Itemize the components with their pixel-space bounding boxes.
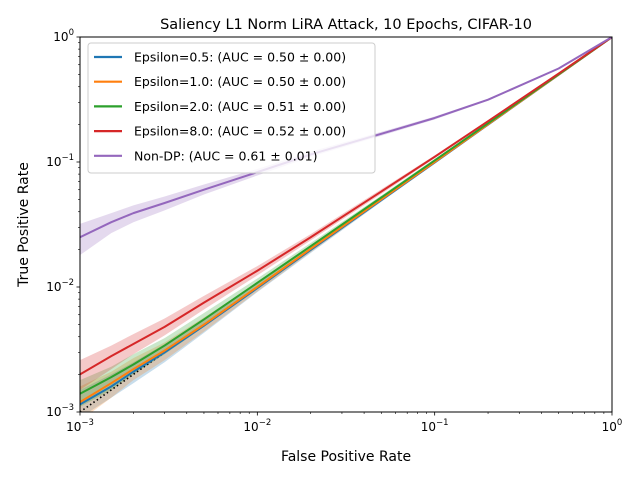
y-tick-label-3: 10−1	[46, 153, 74, 169]
series-line-3	[80, 37, 612, 395]
x-tick-label-2: 10−2	[243, 418, 271, 434]
x-tick-label-4: 100	[602, 418, 623, 434]
legend-entry-1: Epsilon=0.5: (AUC = 0.50 ± 0.00)	[134, 50, 346, 65]
x-tick-label-3: 10−1	[421, 418, 449, 434]
legend-entry-3: Epsilon=2.0: (AUC = 0.51 ± 0.00)	[134, 99, 346, 114]
x-axis-label: False Positive Rate	[281, 449, 411, 465]
plot-frame	[79, 36, 613, 413]
y-tick-label-1: 10−3	[46, 403, 74, 419]
legend-entry-5: Non-DP: (AUC = 0.61 ± 0.01)	[134, 148, 317, 163]
legend-entry-2: Epsilon=1.0: (AUC = 0.50 ± 0.00)	[134, 74, 346, 89]
legend-box	[87, 42, 376, 174]
y-tick-label-4: 100	[53, 28, 74, 44]
legend-entry-4: Epsilon=8.0: (AUC = 0.52 ± 0.00)	[134, 124, 346, 139]
legend: Epsilon=0.5: (AUC = 0.50 ± 0.00) Epsilon=…	[87, 42, 376, 174]
y-tick-label-2: 10−2	[46, 278, 74, 294]
y-axis-label: True Positive Rate	[16, 162, 32, 288]
chart-title: Saliency L1 Norm LiRA Attack, 10 Epochs,…	[160, 17, 532, 33]
series-line-4	[80, 37, 612, 376]
axes: 10−3 10−2 10−1 100 10−3 10−2 10−1 100	[46, 28, 622, 434]
plot-area	[80, 37, 612, 412]
x-tick-label-1: 10−3	[66, 418, 94, 434]
